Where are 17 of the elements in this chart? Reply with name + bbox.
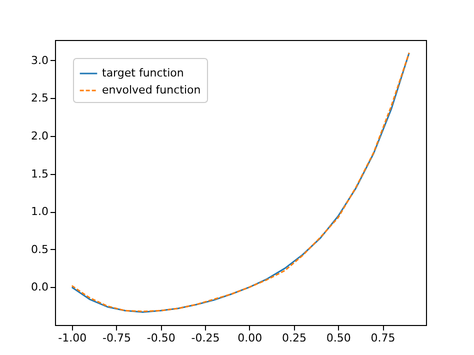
y-tick-label: 2.5	[31, 92, 48, 105]
y-tick-label: 1.0	[31, 205, 48, 218]
legend-label: envolved function	[102, 84, 201, 96]
x-tick-label: -0.75	[102, 332, 131, 344]
y-tick-label: 0.5	[31, 242, 48, 256]
x-tick-label: 0.25	[282, 332, 307, 344]
y-tick-label: 2.0	[31, 130, 48, 143]
y-tick-label: 1.5	[31, 167, 48, 180]
x-tick-label: -0.25	[191, 332, 220, 344]
y-tick-label: 0.0	[31, 280, 48, 294]
x-tick-label: -0.50	[146, 332, 176, 344]
legend-label: target function	[102, 66, 184, 80]
x-tick-label: 0.00	[238, 332, 262, 344]
x-tick-label: -1.00	[58, 332, 87, 344]
x-tick-label: 0.75	[370, 332, 396, 344]
y-tick-label: 3.0	[31, 54, 48, 67]
x-tick-label: 0.50	[326, 332, 351, 344]
